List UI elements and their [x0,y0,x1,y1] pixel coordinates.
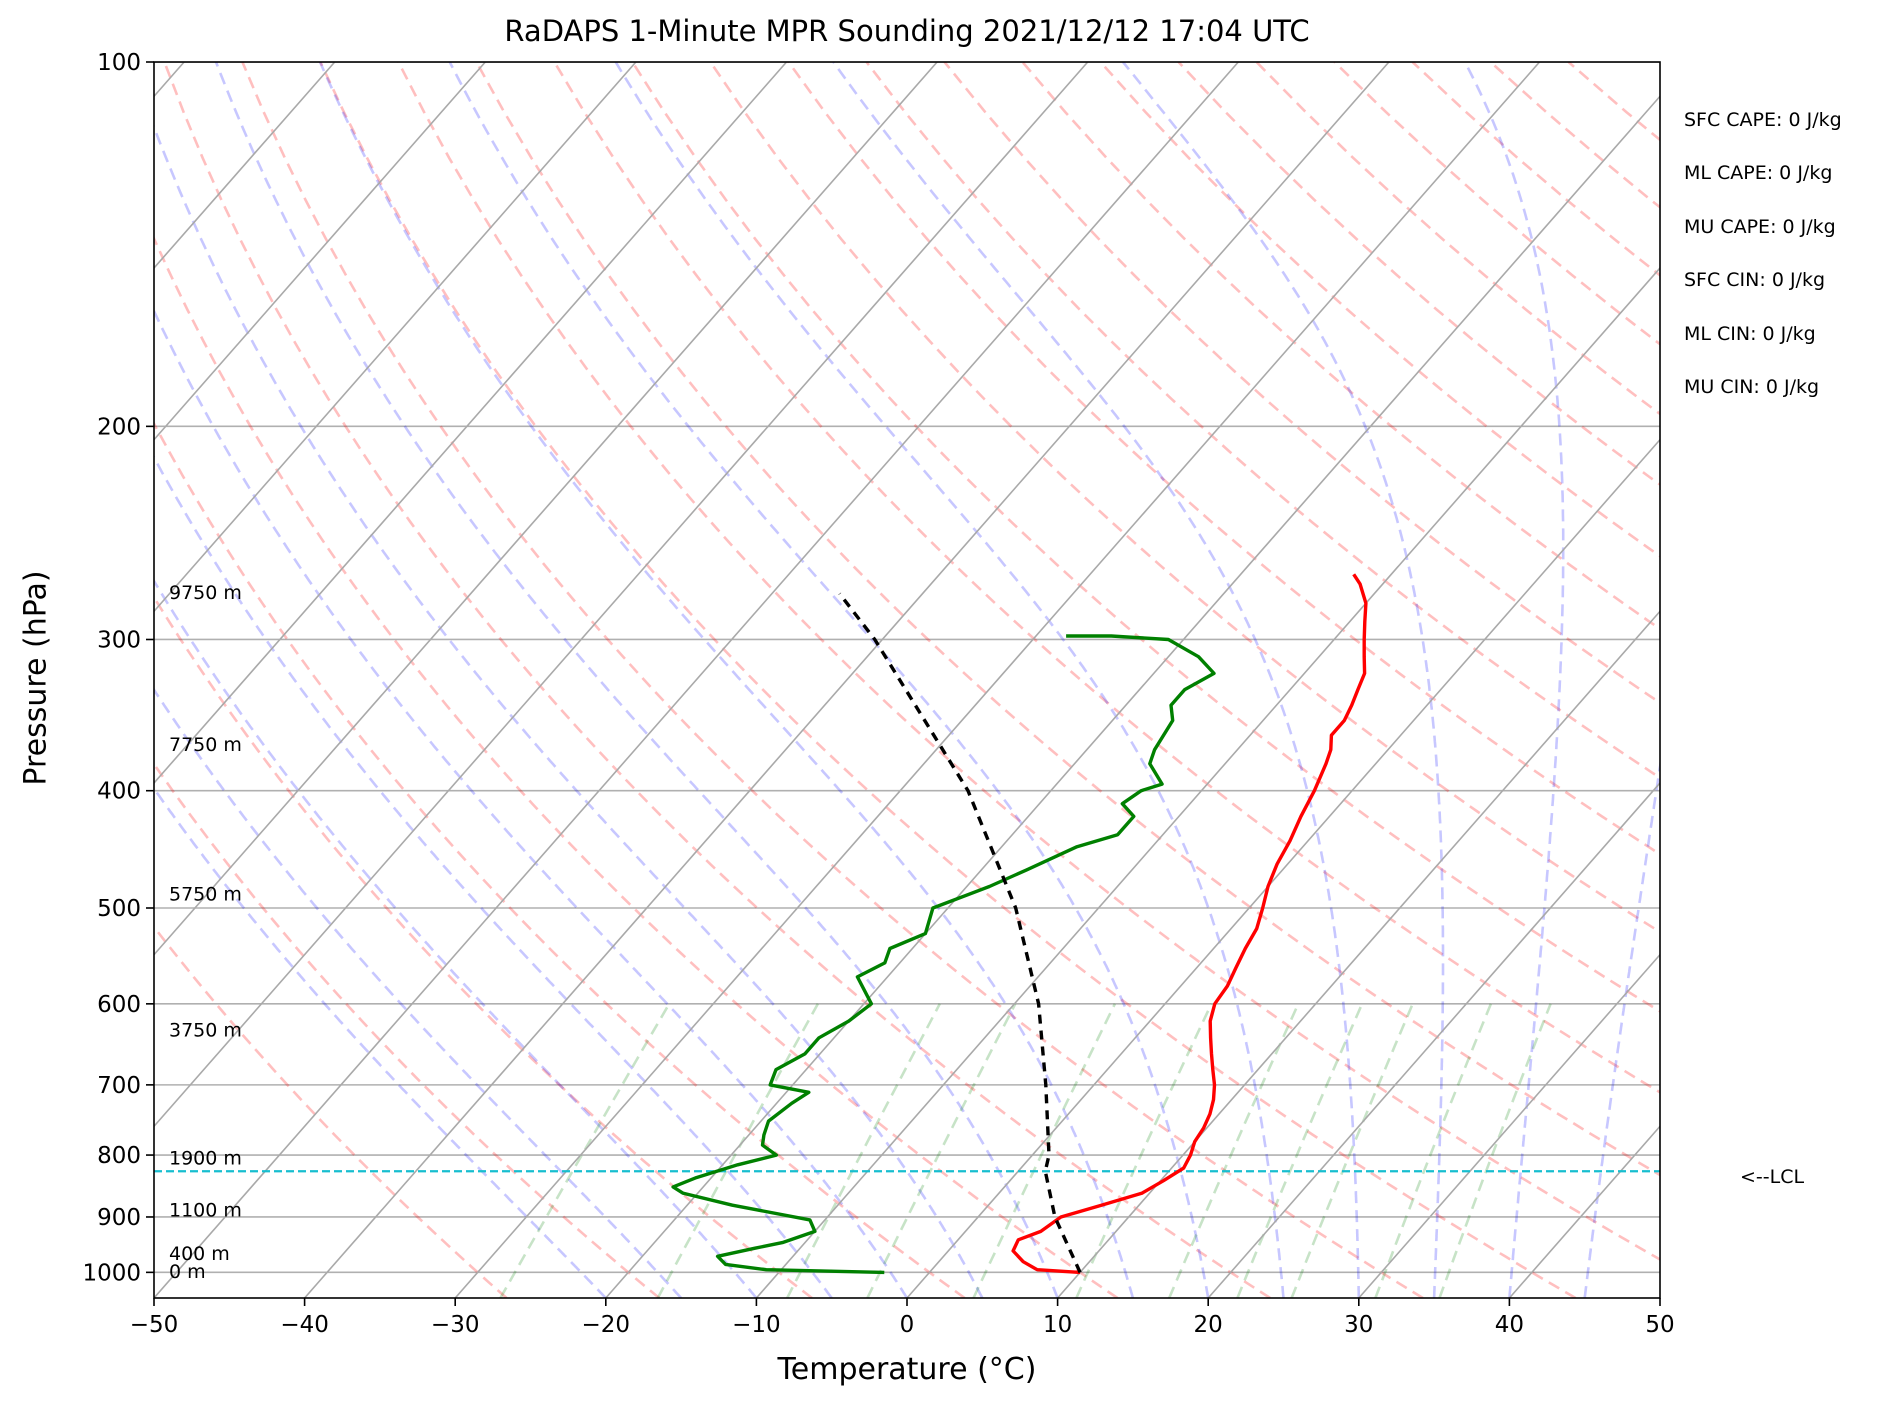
isotherm-line [154,62,788,785]
dry-adiabat-line [865,62,1660,780]
height-label: 1100 m [169,1200,242,1222]
y-tick-label: 800 [97,1143,141,1169]
y-tick-label: 500 [97,896,141,922]
grid-layer [154,62,1660,1298]
moist-adiabat-line [154,123,984,1298]
chart-title: RaDAPS 1-Minute MPR Sounding 2021/12/12 … [504,14,1310,48]
moist-adiabat-line [318,62,1135,1298]
moist-adiabat-line [214,62,1059,1298]
dry-adiabat-line [154,924,508,1298]
x-axis-label: Temperature (°C) [777,1352,1037,1387]
mixing-ratio-line [1374,1003,1493,1298]
x-tick-label: 0 [900,1312,915,1338]
series-line-temperature [1011,573,1368,1275]
stat-ml-cin: ML CIN: 0 J/kg [1684,322,1816,345]
isotherm-line [454,62,1541,1298]
stat-sfc-cin: SFC CIN: 0 J/kg [1684,269,1826,292]
x-tick-label: 10 [1043,1312,1072,1338]
moist-adiabat-line [448,62,1210,1298]
y-tick-label: 200 [97,414,141,440]
isotherm-line [906,438,1660,1298]
x-tick-label: −40 [280,1312,329,1338]
dry-adiabat-line [475,62,1660,1177]
dry-adiabat-line [154,420,966,1298]
y-tick-label: 100 [97,50,141,76]
y-tick-label: 1000 [82,1260,141,1286]
isotherm-line [303,62,1390,1298]
mixing-ratio-line [1236,1003,1364,1298]
dry-adiabat-line [319,62,1577,1298]
stat-sfc-cape: SFC CAPE: 0 J/kg [1684,109,1842,131]
moist-adiabat-line [154,786,607,1298]
x-tick-label: −30 [431,1312,480,1338]
dry-adiabat-line [943,62,1660,705]
y-tick-label: 300 [97,627,141,653]
x-tick-label: 20 [1194,1312,1223,1338]
stat-mu-cin: MU CIN: 0 J/kg [1684,375,1820,398]
height-label: 5750 m [169,884,242,906]
lcl-label: <--LCL [1740,1166,1805,1188]
moist-adiabat-line [154,308,909,1298]
y-tick-label: 700 [97,1073,141,1099]
x-tick-label: 50 [1645,1312,1674,1338]
stat-ml-cape: ML CAPE: 0 J/kg [1684,162,1833,185]
isotherm-line [1056,610,1660,1298]
stats-panel: SFC CAPE: 0 J/kg ML CAPE: 0 J/kg MU CAPE… [1684,108,1842,428]
dry-adiabat-line [154,594,813,1298]
moist-adiabat-line [832,62,1361,1298]
dry-adiabat-line [241,62,1424,1298]
height-label: 0 m [169,1261,206,1283]
moist-adiabat-line [1583,758,1660,1298]
x-tick-label: −50 [130,1312,179,1338]
isotherm-line [154,62,637,613]
moist-adiabat-line [1463,62,1565,1298]
isotherm-line [154,62,1089,1128]
dry-adiabat-line [397,62,1660,1262]
y-tick-label: 900 [97,1205,141,1231]
data-layer [154,573,1660,1275]
height-label: 9750 m [169,582,242,604]
height-label: 400 m [169,1243,230,1265]
height-label: 3750 m [169,1020,242,1042]
moist-adiabat-line [154,687,683,1298]
moist-adiabat-line [614,62,1285,1298]
dry-adiabat-line [154,235,1119,1298]
x-tick-label: 40 [1495,1312,1524,1338]
y-axis-label: Pressure (hPa) [18,570,54,786]
x-tick-label: −10 [732,1312,781,1338]
moist-adiabat-line [1121,62,1445,1298]
dry-adiabat-line [163,62,1271,1298]
mixing-ratio-line [866,1003,1017,1298]
isotherm-line [1358,953,1660,1298]
series-line-parcel [838,592,1082,1274]
height-label: 7750 m [169,734,242,756]
isotherm-line [154,62,938,956]
isotherm-line [154,62,1239,1298]
series-line-dewpoint [671,634,1216,1275]
isotherm-line [755,266,1660,1298]
height-label: 1900 m [169,1147,242,1169]
isotherm-line [605,95,1660,1298]
stat-mu-cape: MU CAPE: 0 J/kg [1684,215,1836,238]
y-tick-label: 600 [97,992,141,1018]
isotherm-line [1207,781,1660,1298]
x-tick-label: 30 [1344,1312,1373,1338]
isotherm-line [154,62,486,441]
mixing-ratio-line [656,1003,820,1298]
x-tick-label: −20 [582,1312,631,1338]
plot-frame [153,61,1661,1299]
y-tick-label: 400 [97,779,141,805]
mixing-ratio-line [1438,1003,1552,1298]
moist-adiabat-line [154,454,833,1298]
dry-adiabat-line [154,761,661,1298]
mixing-ratio-line [499,1003,671,1298]
dry-adiabat-line [631,62,1660,1013]
